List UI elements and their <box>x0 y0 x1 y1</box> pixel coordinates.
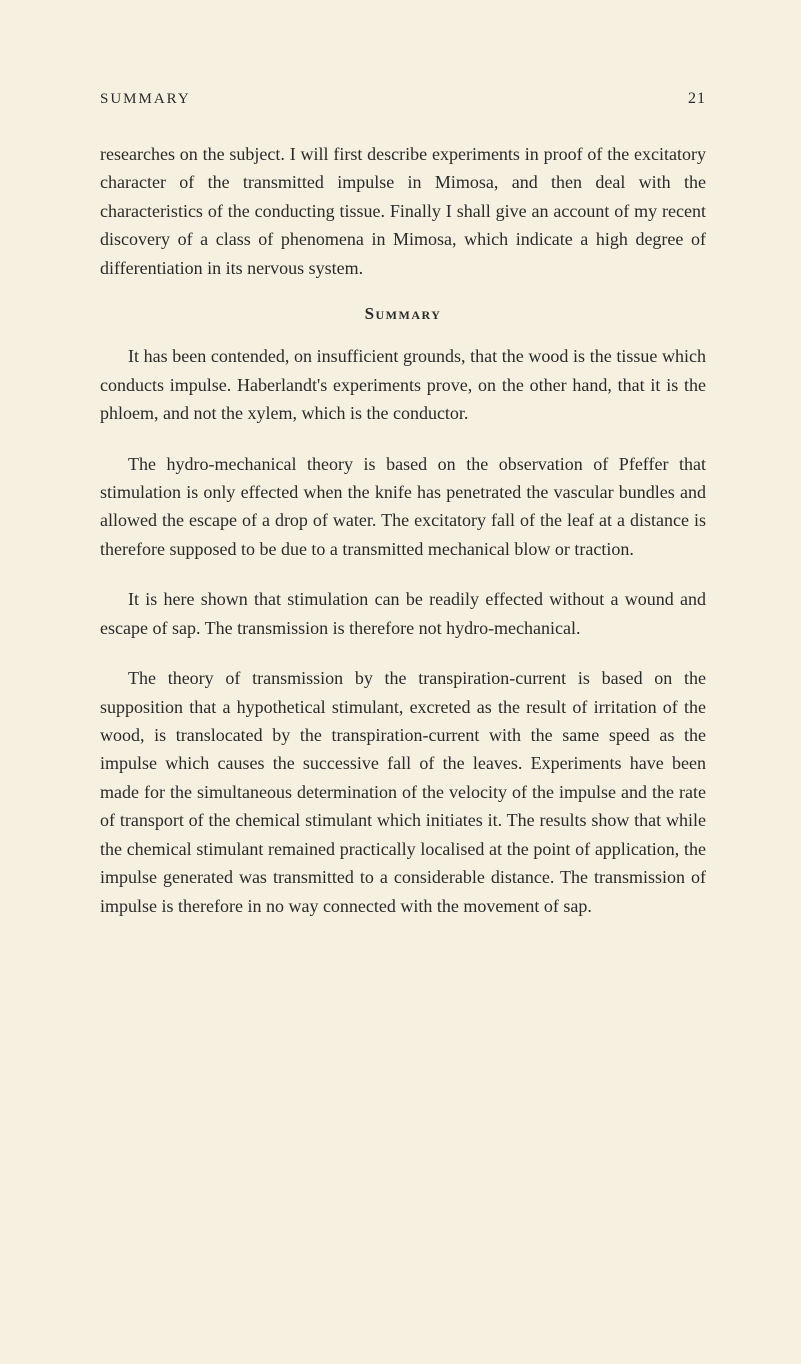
page-number: 21 <box>688 90 706 108</box>
paragraph-1: researches on the subject. I will first … <box>100 140 706 282</box>
header-title: SUMMARY <box>100 91 191 108</box>
paragraph-4: It is here shown that stimulation can be… <box>100 585 706 642</box>
paragraph-2: It has been contended, on insufficient g… <box>100 342 706 427</box>
paragraph-5: The theory of transmission by the transp… <box>100 664 706 920</box>
page-header: SUMMARY 21 <box>100 90 706 108</box>
paragraph-3: The hydro-mechanical theory is based on … <box>100 450 706 564</box>
section-heading: Summary <box>100 304 706 324</box>
